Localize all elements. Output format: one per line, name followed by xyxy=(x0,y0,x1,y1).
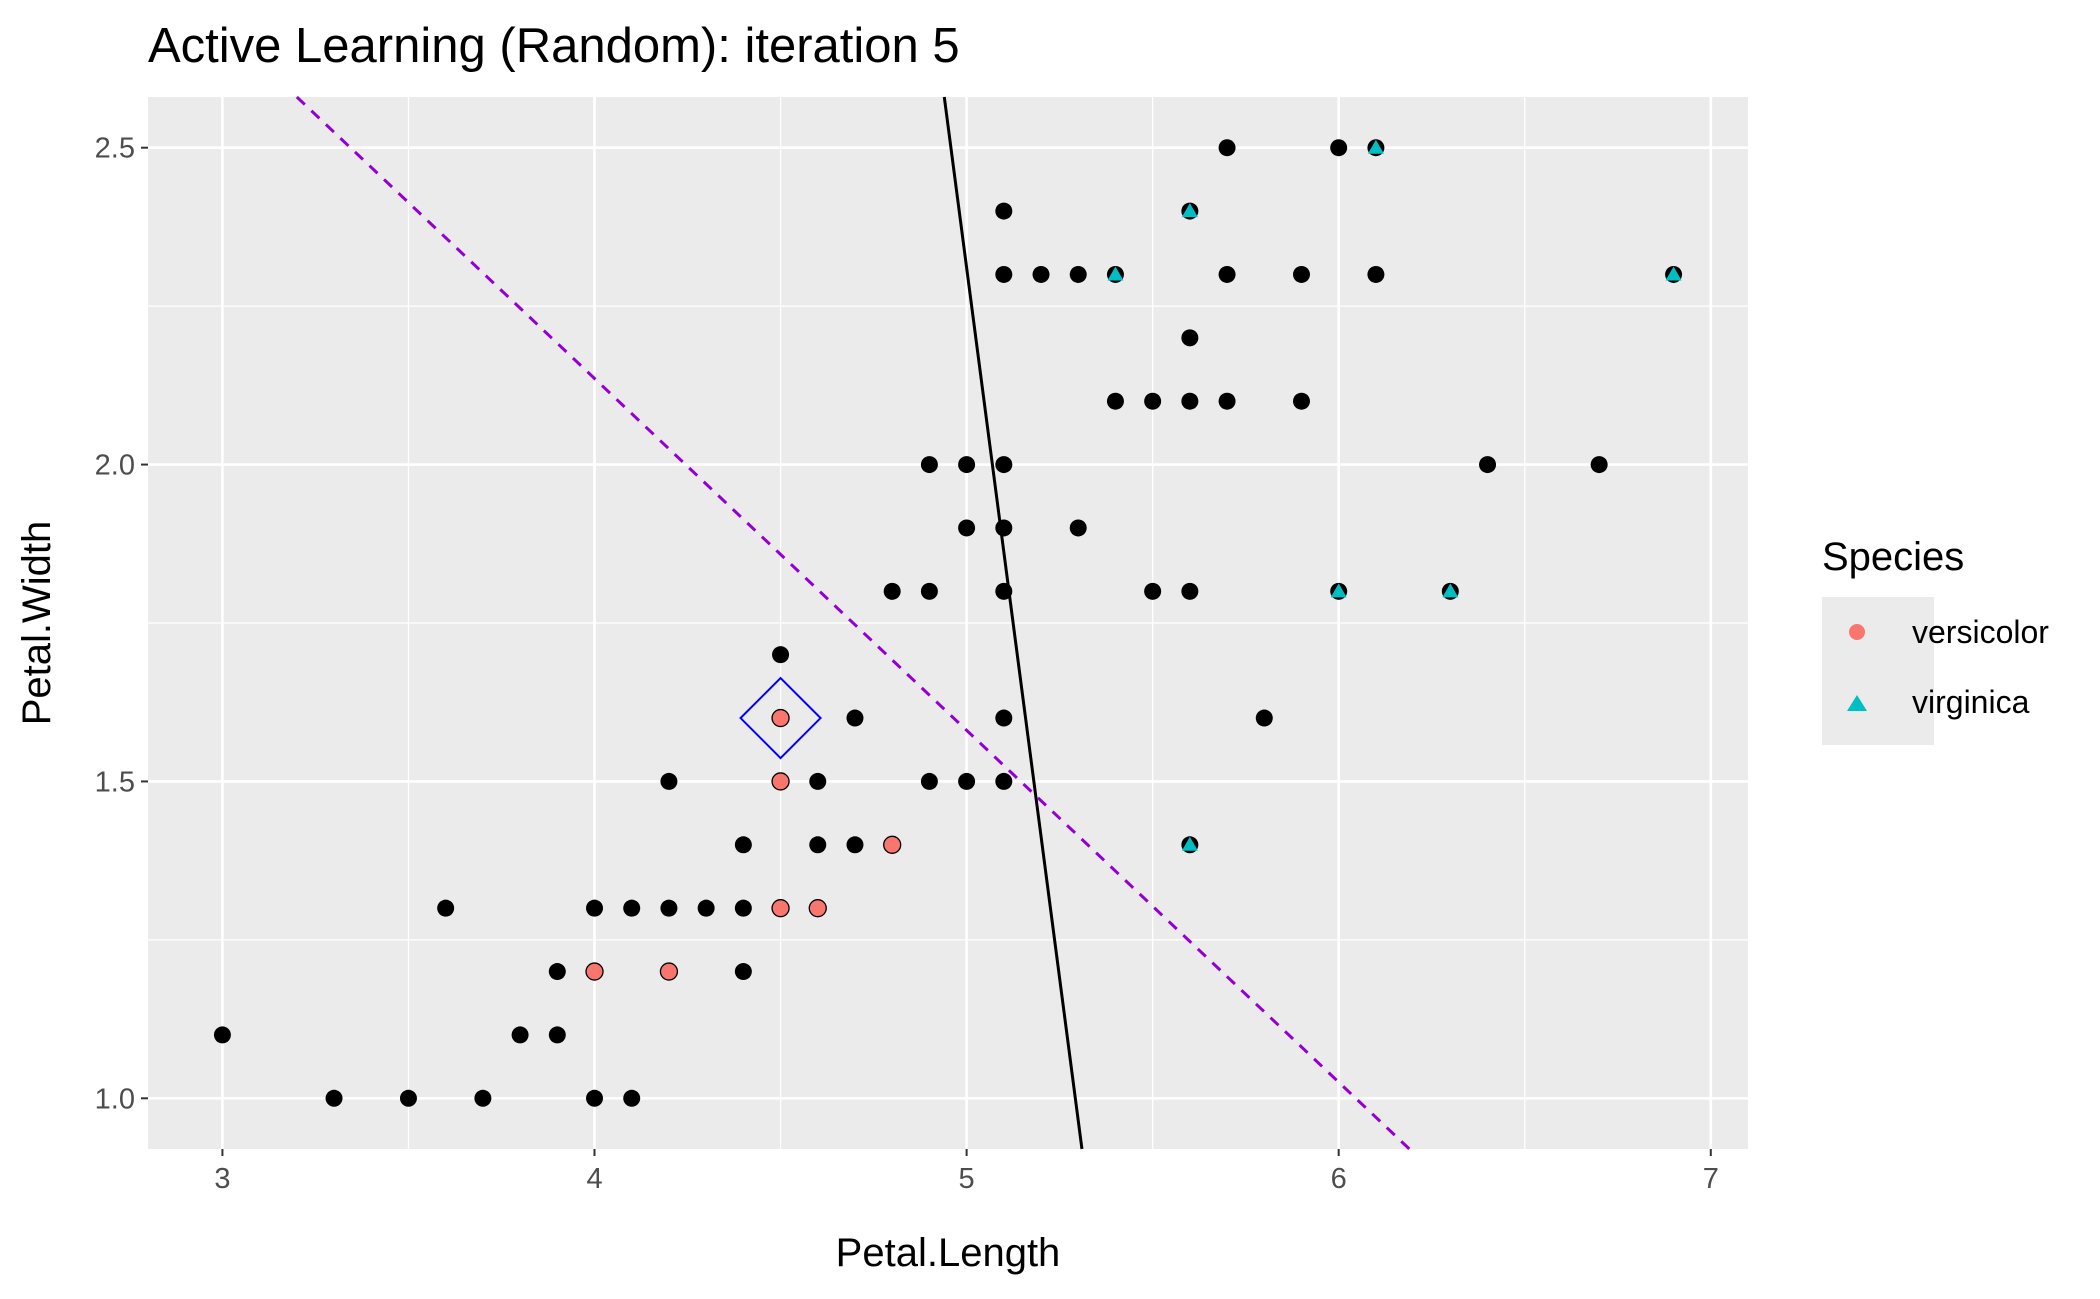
point-unlabeled xyxy=(623,1089,641,1107)
data-points xyxy=(213,139,1683,1107)
point-unlabeled xyxy=(809,836,827,854)
point-virginica xyxy=(1367,139,1384,154)
point-unlabeled xyxy=(734,836,752,854)
point-virginica xyxy=(1181,836,1198,851)
x-tick-label: 4 xyxy=(586,1163,602,1195)
point-unlabeled xyxy=(1292,265,1310,283)
point-unlabeled xyxy=(995,202,1013,220)
point-unlabeled xyxy=(1069,519,1087,537)
point-unlabeled xyxy=(1032,265,1050,283)
y-tick-label: 1.0 xyxy=(95,1083,135,1115)
point-unlabeled xyxy=(1069,265,1087,283)
point-unlabeled xyxy=(586,899,604,917)
point-unlabeled xyxy=(623,899,641,917)
point-unlabeled xyxy=(1367,265,1385,283)
point-versicolor xyxy=(771,899,790,918)
point-unlabeled xyxy=(548,1026,566,1044)
point-unlabeled xyxy=(920,582,938,600)
point-unlabeled xyxy=(1181,582,1199,600)
point-unlabeled xyxy=(399,1089,417,1107)
point-unlabeled xyxy=(586,1089,604,1107)
point-unlabeled xyxy=(1181,329,1199,347)
decision-line-dashed xyxy=(295,95,1411,1151)
legend-label-versicolor: versicolor xyxy=(1912,614,2049,650)
point-unlabeled xyxy=(697,899,715,917)
point-unlabeled xyxy=(437,899,455,917)
point-unlabeled xyxy=(920,456,938,474)
point-unlabeled xyxy=(995,456,1013,474)
point-unlabeled xyxy=(846,836,864,854)
point-virginica xyxy=(1442,583,1459,598)
point-unlabeled xyxy=(1292,392,1310,410)
axis-ticks: 3 4 5 6 7 1.0 1.5 2.0 2.5 xyxy=(95,133,1719,1195)
x-tick-label: 3 xyxy=(214,1163,230,1195)
chart-title: Active Learning (Random): iteration 5 xyxy=(148,19,960,73)
point-unlabeled xyxy=(660,899,678,917)
point-unlabeled xyxy=(995,582,1013,600)
x-tick-label: 7 xyxy=(1703,1163,1719,1195)
point-unlabeled xyxy=(920,772,938,790)
legend-key-bg xyxy=(1822,597,1934,745)
point-unlabeled xyxy=(958,772,976,790)
point-unlabeled xyxy=(995,265,1013,283)
point-unlabeled xyxy=(958,456,976,474)
decision-line-solid xyxy=(942,96,1084,1150)
point-virginica xyxy=(1181,203,1198,218)
point-virginica xyxy=(1107,266,1124,281)
point-unlabeled xyxy=(1144,582,1162,600)
x-tick-label: 6 xyxy=(1331,1163,1347,1195)
point-unlabeled xyxy=(325,1089,343,1107)
point-virginica xyxy=(1330,583,1347,598)
point-unlabeled xyxy=(1218,265,1236,283)
point-unlabeled xyxy=(660,772,678,790)
point-versicolor xyxy=(883,835,902,854)
point-versicolor xyxy=(771,772,790,791)
decision-lines xyxy=(295,95,1411,1151)
point-unlabeled xyxy=(213,1026,231,1044)
y-tick-label: 1.5 xyxy=(95,766,135,798)
point-unlabeled xyxy=(511,1026,529,1044)
point-unlabeled xyxy=(883,582,901,600)
point-unlabeled xyxy=(1144,392,1162,410)
point-unlabeled xyxy=(809,772,827,790)
point-virginica xyxy=(1665,266,1682,281)
point-versicolor xyxy=(585,962,604,981)
point-versicolor xyxy=(659,962,679,981)
point-unlabeled xyxy=(846,709,864,727)
point-unlabeled xyxy=(995,772,1013,790)
point-unlabeled xyxy=(958,519,976,537)
point-unlabeled xyxy=(1479,456,1497,474)
legend: Species versicolor virginica xyxy=(1822,535,2049,745)
legend-key-versicolor xyxy=(1849,624,1865,640)
point-unlabeled xyxy=(772,646,790,664)
major-gridlines xyxy=(148,97,1748,1149)
point-unlabeled xyxy=(1218,392,1236,410)
point-unlabeled xyxy=(1181,392,1199,410)
point-versicolor xyxy=(808,899,827,918)
highlighted-point-diamond xyxy=(739,676,822,760)
y-tick-label: 2.0 xyxy=(95,450,135,482)
point-unlabeled xyxy=(1218,139,1236,157)
point-versicolor xyxy=(771,708,790,728)
point-unlabeled xyxy=(995,709,1013,727)
point-unlabeled xyxy=(1590,456,1608,474)
y-tick-label: 2.5 xyxy=(95,133,135,165)
legend-title: Species xyxy=(1822,535,1964,579)
point-unlabeled xyxy=(1255,709,1273,727)
point-unlabeled xyxy=(734,899,752,917)
legend-key-virginica xyxy=(1847,695,1867,711)
point-unlabeled xyxy=(995,519,1013,537)
minor-gridlines xyxy=(148,97,1748,1149)
legend-label-virginica: virginica xyxy=(1912,684,2030,720)
point-unlabeled xyxy=(734,963,752,981)
y-axis-title: Petal.Width xyxy=(15,521,59,726)
x-axis-title: Petal.Length xyxy=(836,1231,1061,1275)
point-unlabeled xyxy=(1330,139,1348,157)
x-tick-label: 5 xyxy=(959,1163,975,1195)
point-unlabeled xyxy=(548,963,566,981)
point-unlabeled xyxy=(474,1089,492,1107)
point-unlabeled xyxy=(1106,392,1124,410)
